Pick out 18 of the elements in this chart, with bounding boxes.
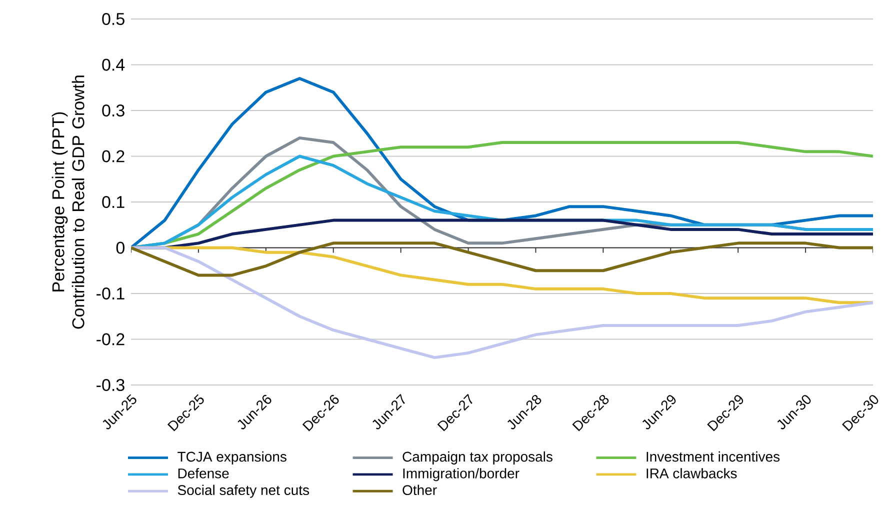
y-tick-label: 0.5: [102, 12, 124, 26]
y-tick-label: 0.1: [102, 196, 124, 208]
legend-label: Social safety net cuts: [178, 484, 310, 498]
legend-label: TCJA expansions: [178, 451, 286, 464]
legend-label: Immigration/border: [403, 468, 520, 482]
y-axis-title: Percentage Point (PPT) Contribution to Real GDP Growth: [52, 76, 84, 329]
legend-label: IRA clawbacks: [646, 468, 737, 478]
y-tick-label: 0.2: [102, 150, 124, 162]
legend-label: Investment incentives: [646, 451, 780, 462]
y-tick-label: -0.3: [96, 378, 124, 392]
y-tick-label: -0.1: [96, 287, 124, 300]
legend-label: Campaign tax proposals: [402, 451, 552, 464]
y-tick-label: 0: [116, 242, 124, 254]
legend-label: Other: [402, 484, 437, 496]
legend-label: Defense: [178, 468, 229, 478]
y-tick-label: -0.2: [96, 333, 124, 346]
y-tick-label: 0.4: [102, 58, 125, 71]
y-tick-label: 0.3: [102, 104, 124, 117]
